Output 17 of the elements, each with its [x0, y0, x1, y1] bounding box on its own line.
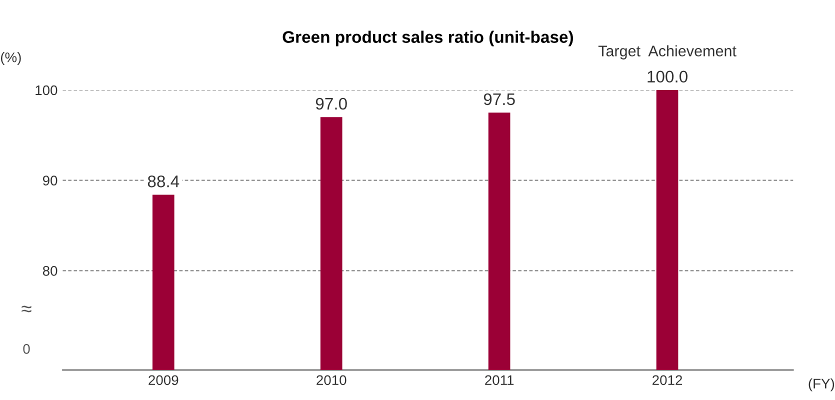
y-axis-title: (%)	[0, 52, 21, 65]
y-tick-label: 90	[42, 176, 58, 186]
data-label: 100.0	[648, 70, 688, 83]
y-tick-label: 80	[42, 266, 58, 276]
data-label: 88.4	[148, 176, 180, 188]
text: 0	[23, 344, 30, 354]
y-tick-label: 100	[36, 85, 58, 96]
chart-title: Green product sales ratio (unit-base)	[282, 30, 573, 46]
annotation: Target Achievement	[598, 45, 736, 60]
x-tick-label: 2012	[652, 375, 682, 386]
x-tick-label: 2009	[148, 375, 178, 386]
data-label: 97.0	[316, 98, 347, 110]
data-label: 97.5	[484, 93, 515, 106]
text: ≈	[22, 306, 32, 312]
x-tick-label: 2010	[316, 375, 346, 386]
x-tick-label: 2011	[485, 375, 514, 386]
x-axis-title: (FY)	[808, 378, 834, 392]
